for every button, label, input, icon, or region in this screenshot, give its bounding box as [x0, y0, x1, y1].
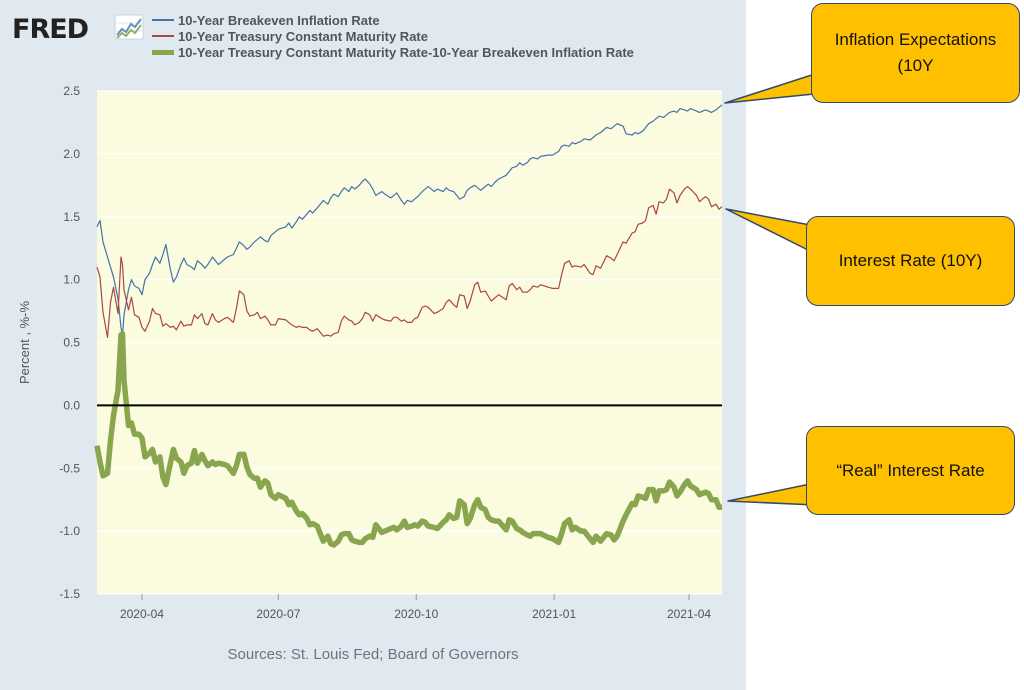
y-tick-label: -1.0	[59, 524, 80, 538]
legend-label: 10-Year Breakeven Inflation Rate	[178, 12, 380, 28]
series-line-1	[96, 104, 723, 337]
x-tick-label: 2020-04	[120, 607, 164, 621]
legend-item: 10-Year Treasury Constant Maturity Rate-…	[152, 44, 634, 60]
y-tick-label: 2.5	[63, 84, 80, 98]
fred-logo-graph-icon	[114, 14, 144, 40]
legend-swatch	[152, 35, 174, 37]
callout-real-interest-rate: “Real” Interest Rate	[806, 426, 1015, 515]
y-tick-label: 1.0	[63, 273, 80, 287]
callout-real-label: “Real” Interest Rate	[836, 460, 985, 480]
callout-interest-rate: Interest Rate (10Y)	[806, 216, 1015, 306]
chart-legend: 10-Year Breakeven Inflation Rate 10-Year …	[152, 12, 634, 60]
x-tick-label: 2021-01	[532, 607, 576, 621]
callout-inflation-expectations: Inflation Expectations (10Y	[811, 3, 1020, 103]
legend-label: 10-Year Treasury Constant Maturity Rate-…	[178, 44, 634, 60]
callout-interest-label: Interest Rate (10Y)	[838, 251, 983, 270]
y-tick-label: -0.5	[59, 461, 80, 475]
x-tick-label: 2021-04	[667, 607, 711, 621]
y-tick-label: 0.0	[63, 398, 80, 412]
x-tick-label: 2020-10	[394, 607, 438, 621]
series-line-2	[96, 186, 723, 339]
callout-inflation-label: Inflation Expectations (10Y	[834, 30, 997, 75]
legend-item: 10-Year Breakeven Inflation Rate	[152, 12, 634, 28]
series-line-3	[94, 330, 722, 548]
y-tick-label: 1.5	[63, 210, 80, 224]
legend-item: 10-Year Treasury Constant Maturity Rate	[152, 28, 634, 44]
y-axis-label: Percent , %-%	[17, 301, 32, 385]
y-tick-label: -1.5	[59, 587, 80, 601]
source-note: Sources: St. Louis Fed; Board of Governo…	[227, 646, 519, 663]
legend-swatch	[152, 49, 174, 55]
series-segment	[94, 330, 722, 548]
legend-swatch	[152, 19, 174, 21]
line-chart: -1.5 -1.0 -0.5 0.0 0.5 1.0 1.5 2.0 2.5 2020-04 202…	[17, 84, 723, 621]
series-segment	[96, 104, 723, 337]
x-tick-label: 2020-07	[256, 607, 300, 621]
fred-logo: FRED	[12, 14, 89, 45]
y-tick-label: 2.0	[63, 147, 80, 161]
legend-label: 10-Year Treasury Constant Maturity Rate	[178, 28, 428, 44]
series-segment	[96, 186, 723, 339]
y-tick-label: 0.5	[63, 336, 80, 350]
fred-chart-panel: FRED 10-Year Breakeven Inflation Rate 10-…	[0, 0, 746, 690]
